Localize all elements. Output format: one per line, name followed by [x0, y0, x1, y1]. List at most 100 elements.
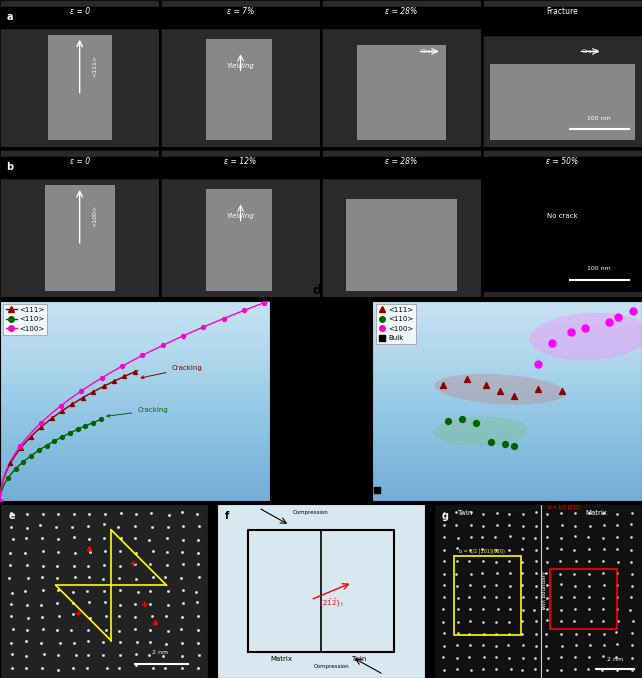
Point: [259, 297, 270, 308]
Point: [80, 420, 91, 431]
Text: $\{2\bar{1}\bar{2}\}_t$: $\{2\bar{1}\bar{2}\}_t$: [318, 597, 345, 609]
Point: [509, 390, 519, 401]
Text: No crack: No crack: [547, 214, 578, 220]
Ellipse shape: [435, 374, 566, 405]
Point: [88, 386, 98, 397]
Point: [15, 441, 26, 452]
FancyBboxPatch shape: [44, 185, 115, 291]
Point: [462, 373, 472, 384]
Point: [566, 327, 576, 338]
Text: Cracking: Cracking: [141, 365, 202, 378]
Ellipse shape: [434, 416, 528, 446]
Text: ε = 50%: ε = 50%: [546, 157, 578, 166]
Point: [443, 416, 453, 426]
Point: [96, 372, 107, 383]
Text: Matrix: Matrix: [585, 510, 607, 515]
Text: 2 nm: 2 nm: [152, 650, 169, 655]
X-axis label: Uniaxial strain (%): Uniaxial strain (%): [465, 525, 549, 534]
Point: [0, 496, 5, 506]
FancyBboxPatch shape: [205, 39, 272, 140]
Text: f: f: [225, 511, 229, 521]
Text: Twin boundary: Twin boundary: [542, 571, 547, 611]
Point: [130, 367, 140, 378]
Point: [533, 359, 543, 370]
Bar: [161, 157, 320, 178]
FancyBboxPatch shape: [490, 64, 635, 140]
Text: a: a: [6, 12, 13, 22]
FancyBboxPatch shape: [345, 199, 457, 291]
Bar: [0, 157, 159, 178]
Text: 100 nm: 100 nm: [587, 266, 611, 271]
Point: [372, 485, 382, 496]
Text: ε = 12%: ε = 12%: [225, 157, 257, 166]
Point: [495, 386, 505, 397]
Point: [157, 340, 168, 351]
Text: ε = 28%: ε = 28%: [385, 157, 417, 166]
Point: [178, 330, 188, 341]
Text: ε = 7%: ε = 7%: [227, 7, 254, 16]
Bar: [455, 557, 521, 635]
Text: b = 1/2 [101](020): b = 1/2 [101](020): [458, 549, 505, 554]
Point: [438, 380, 448, 391]
Point: [57, 405, 67, 416]
Point: [485, 437, 496, 447]
Point: [42, 440, 52, 451]
Point: [57, 431, 67, 442]
Text: Crack: Crack: [421, 49, 438, 54]
Text: e: e: [8, 511, 15, 521]
Text: <111>: <111>: [92, 55, 98, 77]
Point: [10, 464, 21, 475]
Text: <100>: <100>: [92, 205, 98, 228]
Text: Yielding: Yielding: [227, 63, 254, 69]
Point: [119, 371, 129, 382]
Point: [26, 431, 36, 442]
Text: b = 1/2 [0̅1̐1̅]: b = 1/2 [0̅1̐1̅]: [548, 505, 581, 511]
Point: [56, 400, 66, 411]
Text: 2 nm: 2 nm: [607, 656, 623, 662]
X-axis label: Uniaxial strain (%): Uniaxial strain (%): [93, 525, 177, 534]
Text: Matrix: Matrix: [270, 656, 292, 662]
Text: Twin: Twin: [457, 510, 473, 515]
FancyBboxPatch shape: [357, 45, 446, 140]
Point: [3, 473, 13, 484]
Legend: <111>, <110>, <100>: <111>, <110>, <100>: [3, 304, 48, 334]
Bar: [161, 7, 320, 28]
Point: [137, 350, 148, 361]
Point: [557, 386, 567, 397]
Point: [117, 361, 127, 372]
Text: Cracking: Cracking: [107, 407, 168, 417]
Point: [73, 424, 83, 435]
Text: Yielding: Yielding: [227, 214, 254, 220]
Point: [218, 313, 229, 324]
Text: ε = 0: ε = 0: [69, 7, 90, 16]
Point: [481, 380, 491, 391]
Point: [509, 441, 519, 452]
Bar: [322, 157, 481, 178]
Point: [36, 422, 46, 433]
Text: d: d: [313, 283, 322, 296]
Point: [67, 399, 78, 410]
Point: [88, 417, 98, 428]
Point: [533, 384, 543, 395]
Text: g: g: [442, 511, 449, 521]
Point: [96, 414, 106, 425]
Point: [65, 428, 75, 439]
Bar: [322, 7, 481, 28]
Text: Compression: Compression: [313, 664, 349, 669]
Point: [239, 305, 249, 316]
Text: Compression: Compression: [293, 510, 329, 515]
Text: Twin: Twin: [351, 656, 366, 662]
Point: [457, 414, 467, 424]
Bar: [550, 569, 617, 629]
Text: 100 nm: 100 nm: [587, 115, 611, 121]
Point: [76, 386, 87, 397]
Point: [499, 439, 510, 450]
Text: Crack: Crack: [582, 49, 600, 54]
Point: [627, 306, 638, 317]
Point: [547, 338, 557, 348]
Point: [198, 321, 209, 332]
Text: b: b: [6, 162, 13, 172]
Point: [108, 376, 119, 386]
Point: [0, 496, 5, 506]
Point: [26, 450, 36, 461]
